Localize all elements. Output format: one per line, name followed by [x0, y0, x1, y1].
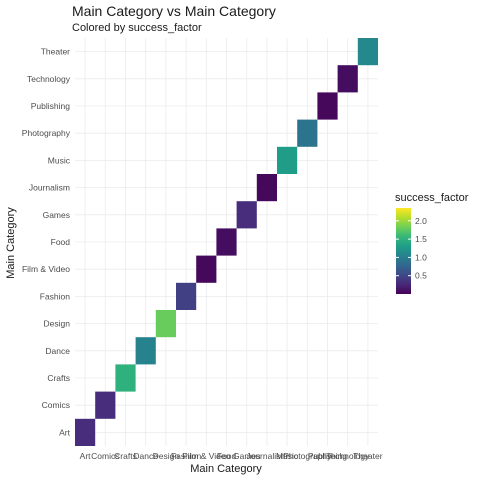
x-tick-label-design: Design [153, 451, 180, 461]
heatmap-cell-dance-dance [135, 337, 156, 365]
heatmap-cell-photography-photography [297, 119, 318, 147]
y-tick-label-food: Food [51, 237, 71, 247]
x-axis-title: Main Category [190, 463, 262, 475]
heatmap-cell-art-art [75, 418, 96, 446]
x-tick-label-journalism: Journalism [246, 451, 287, 461]
y-tick-label-film-video: Film & Video [22, 264, 70, 274]
heatmap-cell-theater-theater [357, 38, 378, 66]
heatmap-cell-journalism-journalism [256, 174, 277, 202]
y-tick-label-design: Design [44, 319, 71, 329]
legend-ticks: 0.5 1.0 1.5 2.0 [396, 216, 427, 281]
heatmap-cell-design-design [155, 310, 176, 338]
y-tick-label-publishing: Publishing [31, 101, 70, 111]
color-legend: success_factor 0.5 1.0 1.5 2.0 [395, 192, 469, 294]
legend-tick-label: 2.0 [415, 216, 427, 226]
legend-tick-label: 0.5 [415, 271, 427, 281]
y-tick-label-dance: Dance [45, 346, 70, 356]
y-tick-label-journalism: Journalism [29, 183, 70, 193]
heatmap-cell-comics-comics [95, 391, 116, 419]
x-tick-label-technology: Technology [326, 451, 370, 461]
legend-title: success_factor [395, 192, 469, 204]
heatmap-cell-games-games [236, 201, 257, 229]
x-tick-label-dance: Dance [133, 451, 158, 461]
heatmap-cell-publishing-publishing [317, 92, 338, 120]
heatmap-cell-food-food [216, 228, 237, 256]
heatmap-cells [75, 38, 378, 446]
y-tick-label-photography: Photography [22, 128, 71, 138]
y-tick-label-comics: Comics [42, 400, 70, 410]
legend-tick-label: 1.5 [415, 234, 427, 244]
x-tick-label-crafts: Crafts [114, 451, 137, 461]
y-tick-label-fashion: Fashion [40, 291, 71, 301]
y-tick-label-theater: Theater [41, 47, 70, 57]
heatmap-cell-film-video-film-video [196, 255, 217, 283]
heatmap-cell-music-music [277, 146, 298, 174]
x-tick-label-music: Music [276, 451, 299, 461]
legend-colorbar [396, 208, 411, 294]
x-tick-label-theater: Theater [353, 451, 382, 461]
y-tick-label-games: Games [43, 210, 70, 220]
y-tick-label-crafts: Crafts [47, 373, 70, 383]
x-tick-label-fashion: Fashion [171, 451, 202, 461]
x-tick-label-food: Food [217, 451, 237, 461]
y-tick-label-art: Art [59, 427, 71, 437]
legend-tick-label: 1.0 [415, 252, 427, 262]
y-axis-title: Main Category [5, 207, 17, 279]
x-tick-label-art: Art [80, 451, 92, 461]
heatmap-cell-fashion-fashion [176, 282, 197, 310]
heatmap-cell-crafts-crafts [115, 364, 136, 392]
chart-subtitle: Colored by success_factor [72, 22, 202, 34]
x-tick-label-comics: Comics [91, 451, 119, 461]
heatmap-cell-technology-technology [337, 65, 358, 93]
x-tick-label-games: Games [233, 451, 260, 461]
x-tick-label-publishing: Publishing [308, 451, 347, 461]
y-axis-tick-labels: Art Comics Crafts Dance Design Fashion Film & … [22, 47, 71, 438]
y-tick-label-music: Music [48, 155, 71, 165]
x-tick-label-photography: Photography [283, 451, 332, 461]
x-tick-label-film-video: Film & Video [182, 451, 230, 461]
chart-title: Main Category vs Main Category [72, 3, 276, 19]
y-tick-label-technology: Technology [27, 74, 71, 84]
